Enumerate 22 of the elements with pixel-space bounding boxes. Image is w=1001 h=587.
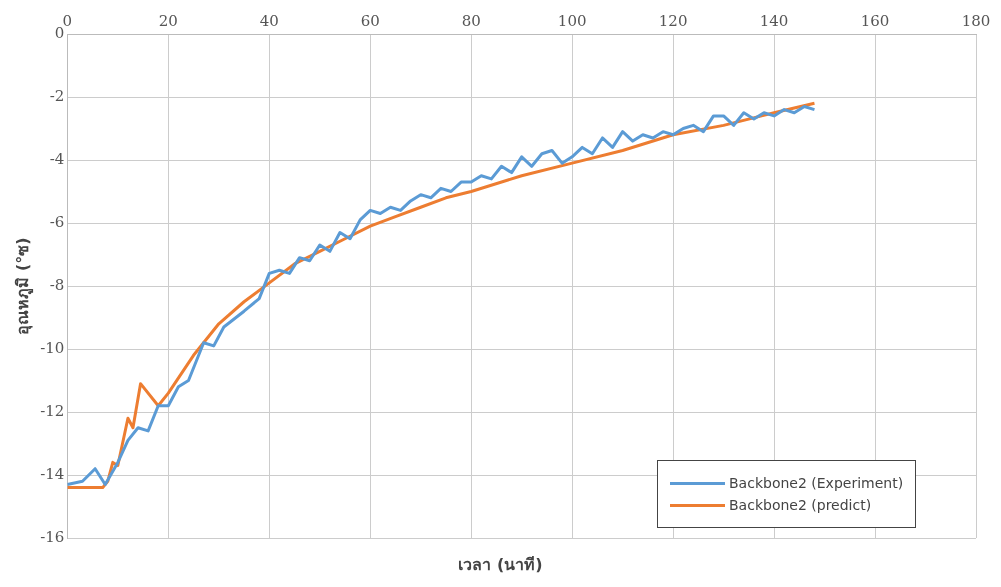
y-tick-label: -4	[49, 149, 65, 168]
y-tick-label: -10	[40, 338, 65, 357]
y-tick-label: -2	[49, 86, 65, 105]
y-tick-label: -12	[40, 401, 65, 420]
x-tick-label: 100	[557, 11, 587, 30]
x-tick-label: 80	[461, 11, 481, 30]
y-tick-label: 0	[54, 23, 65, 42]
x-tick-label: 40	[259, 11, 279, 30]
x-tick-label: 60	[360, 11, 380, 30]
y-tick-label: -8	[49, 275, 65, 294]
x-tick-label: 160	[860, 11, 890, 30]
y-tick-label: -6	[49, 212, 65, 231]
x-tick-label: 180	[961, 11, 991, 30]
y-axis-title: อุณหภูมิ (°ซ)	[12, 237, 34, 335]
x-tick-label: 120	[658, 11, 688, 30]
y-tick-label: -14	[40, 464, 65, 483]
x-tick-label: 140	[759, 11, 789, 30]
legend-label: Backbone2 (predict)	[729, 497, 872, 513]
legend-label: Backbone2 (Experiment)	[729, 475, 904, 491]
x-tick-label: 20	[158, 11, 178, 30]
x-axis-title: เวลา (นาที)	[457, 554, 544, 576]
y-tick-label: -16	[40, 527, 65, 546]
